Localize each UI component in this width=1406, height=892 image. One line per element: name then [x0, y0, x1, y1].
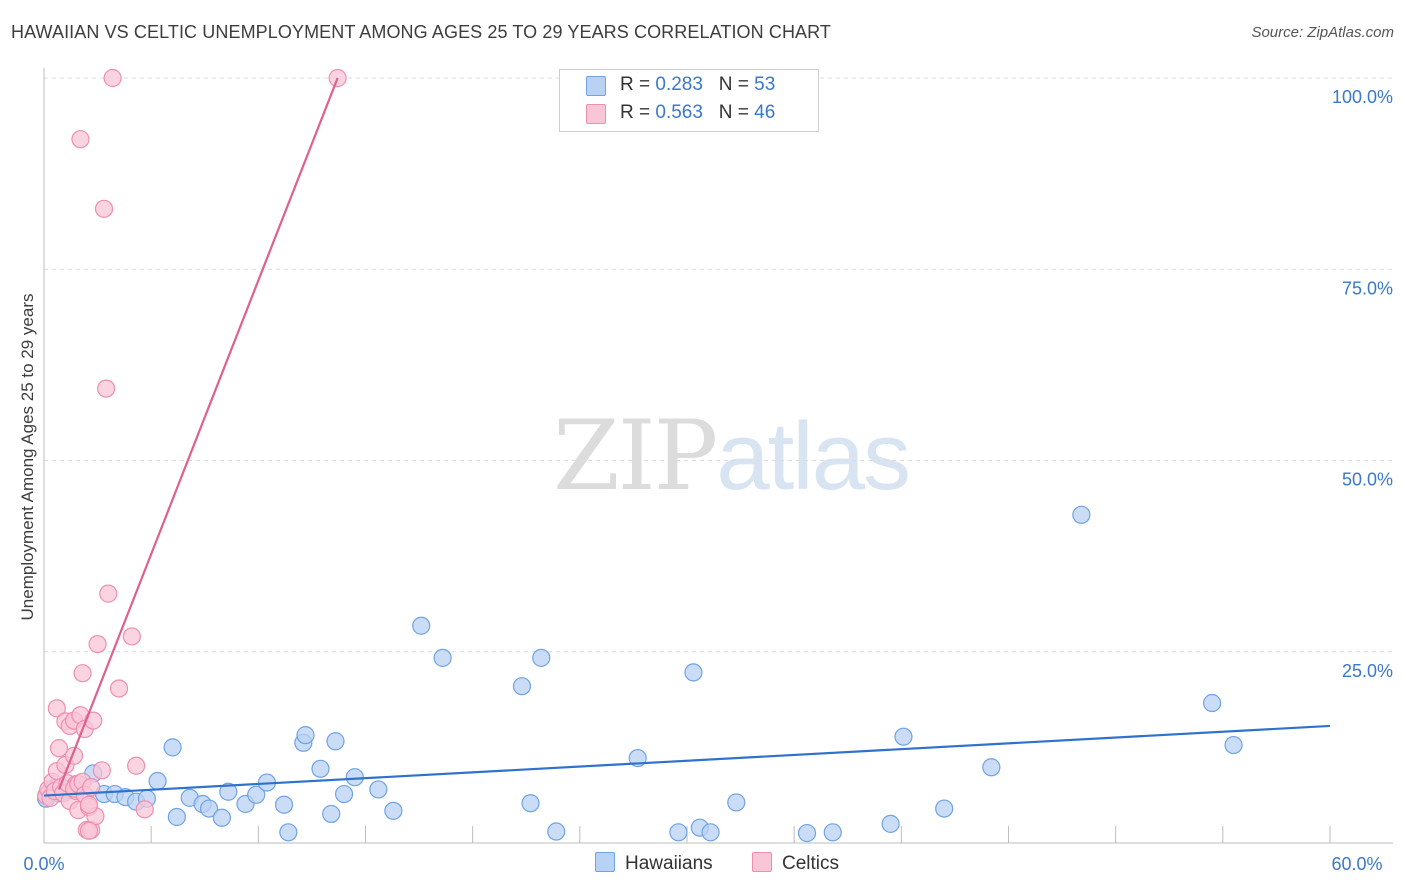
data-point-celtics — [79, 821, 99, 840]
data-point-hawaiians — [521, 794, 540, 813]
data-point-hawaiians — [345, 768, 364, 787]
data-point-celtics — [79, 795, 99, 814]
data-point-hawaiians — [894, 727, 913, 746]
data-point-hawaiians — [547, 822, 566, 841]
data-point-hawaiians — [935, 799, 954, 818]
watermark: ZIPatlas — [553, 400, 911, 512]
data-point-hawaiians — [369, 780, 388, 799]
data-point-celtics — [94, 199, 114, 218]
legend-swatch-hawaiians — [586, 76, 606, 96]
data-point-hawaiians — [433, 648, 452, 667]
bottom-legend-celtics: Celtics — [752, 852, 839, 875]
data-point-hawaiians — [148, 771, 167, 791]
x-tick-label: 0.0% — [23, 854, 64, 874]
data-point-celtics — [97, 379, 116, 398]
legend-r-label: R = — [620, 74, 651, 95]
data-point-hawaiians — [1072, 505, 1091, 524]
data-point-hawaiians — [384, 801, 403, 820]
data-point-hawaiians — [512, 677, 532, 696]
data-point-hawaiians — [274, 795, 294, 814]
series-hawaiians — [37, 505, 1243, 843]
data-point-hawaiians — [296, 726, 315, 745]
legend-n-label: N = — [718, 102, 749, 123]
legend-n-value-celtics: 46 — [754, 102, 776, 123]
data-point-hawaiians — [199, 799, 219, 818]
data-point-celtics — [109, 679, 129, 698]
data-point-hawaiians — [412, 616, 431, 635]
y-tick-label: 100.0% — [1332, 87, 1393, 107]
data-point-hawaiians — [727, 793, 746, 812]
bottom-legend-swatch-hawaiians — [595, 852, 615, 872]
data-point-celtics — [73, 664, 92, 683]
watermark-zip: ZIP — [553, 400, 718, 512]
data-point-celtics — [49, 739, 69, 758]
legend-r-label: R = — [620, 102, 651, 123]
x-tick-label: 60.0% — [1331, 854, 1382, 874]
data-point-celtics — [92, 761, 111, 780]
data-point-hawaiians — [212, 808, 231, 827]
data-point-hawaiians — [334, 784, 354, 804]
bottom-legend-label-celtics: Celtics — [782, 853, 840, 874]
y-tick-label: 50.0% — [1342, 470, 1393, 490]
trend-line-celtics — [57, 77, 339, 790]
data-point-hawaiians — [823, 823, 842, 842]
bottom-legend-label-hawaiians: Hawaiians — [625, 853, 713, 874]
data-point-celtics — [135, 800, 154, 819]
data-point-hawaiians — [279, 823, 298, 842]
y-tick-label: 25.0% — [1342, 661, 1393, 681]
bottom-legend-hawaiians: Hawaiians — [595, 852, 713, 875]
data-point-hawaiians — [167, 807, 186, 827]
legend-swatch-celtics — [586, 104, 606, 124]
data-point-hawaiians — [311, 759, 330, 778]
legend-n-label: N = — [718, 74, 749, 95]
watermark-atlas: atlas — [716, 403, 911, 510]
data-point-hawaiians — [219, 782, 238, 801]
data-point-celtics — [71, 130, 90, 149]
data-point-hawaiians — [532, 648, 551, 667]
chart-title: HAWAIIAN VS CELTIC UNEMPLOYMENT AMONG AG… — [11, 22, 832, 42]
data-point-celtics — [47, 699, 66, 718]
legend: R = 0.283 N = 53 R = 0.563 N = 46 — [559, 69, 819, 132]
data-point-hawaiians — [1203, 693, 1222, 713]
trend-line-hawaiians — [43, 724, 1331, 797]
legend-n-value-hawaiians: 53 — [754, 74, 776, 95]
data-point-celtics — [127, 756, 146, 775]
data-point-celtics — [82, 778, 101, 797]
data-point-celtics — [88, 634, 107, 654]
data-point-hawaiians — [247, 785, 266, 804]
legend-r-value-celtics: 0.563 — [655, 102, 703, 123]
data-point-hawaiians — [684, 663, 703, 682]
data-point-celtics — [99, 584, 118, 603]
data-point-hawaiians — [163, 738, 182, 757]
data-point-hawaiians — [701, 823, 720, 842]
legend-r-value-hawaiians: 0.283 — [655, 74, 703, 95]
data-point-hawaiians — [797, 823, 817, 843]
data-point-hawaiians — [1224, 735, 1243, 755]
data-point-hawaiians — [322, 804, 341, 824]
y-tick-label: 75.0% — [1342, 278, 1393, 298]
source-label: Source: ZipAtlas.com — [1251, 24, 1394, 41]
data-point-hawaiians — [982, 758, 1001, 777]
data-point-hawaiians — [881, 814, 900, 833]
data-point-hawaiians — [669, 823, 688, 842]
data-point-celtics — [103, 68, 122, 88]
data-point-hawaiians — [326, 732, 345, 751]
data-point-celtics — [122, 627, 141, 646]
y-axis-title: Unemployment Among Ages 25 to 29 years — [18, 293, 37, 621]
bottom-legend-swatch-celtics — [752, 852, 772, 872]
